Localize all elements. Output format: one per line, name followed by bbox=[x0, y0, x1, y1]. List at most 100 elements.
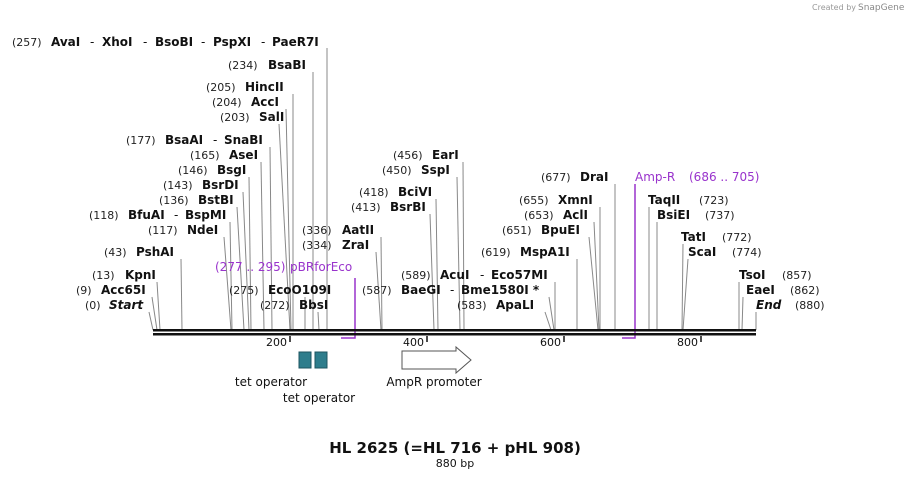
svg-text:End: End bbox=[756, 298, 782, 312]
feature-tet-operator-2: tet operator bbox=[283, 351, 355, 405]
svg-text:(43): (43) bbox=[104, 246, 127, 259]
svg-text:(143): (143) bbox=[163, 179, 193, 192]
svg-text:(204): (204) bbox=[212, 96, 242, 109]
site-13: (13) KpnI bbox=[92, 268, 156, 282]
svg-text:Eco57MI: Eco57MI bbox=[491, 268, 548, 282]
svg-text:(418): (418) bbox=[359, 186, 389, 199]
svg-text:-: - bbox=[201, 35, 205, 49]
site-583: (583) ApaLI bbox=[457, 298, 534, 312]
svg-text:Start: Start bbox=[109, 298, 144, 312]
svg-text:Amp-R: Amp-R bbox=[635, 170, 675, 184]
svg-text:(118): (118) bbox=[89, 209, 119, 222]
site-862: EaeI (862) bbox=[746, 283, 820, 297]
svg-text:PshAI: PshAI bbox=[136, 245, 174, 259]
svg-text:BstBI: BstBI bbox=[198, 193, 234, 207]
site-857: TsoI (857) bbox=[739, 268, 812, 282]
site-418: (418) BciVI bbox=[359, 185, 432, 199]
tick-label: 600 bbox=[540, 336, 561, 349]
svg-text:(862): (862) bbox=[790, 284, 820, 297]
svg-text:(456): (456) bbox=[393, 149, 423, 162]
svg-text:-: - bbox=[261, 35, 265, 49]
svg-text:AmpR promoter: AmpR promoter bbox=[386, 375, 481, 389]
svg-text:PaeR7I: PaeR7I bbox=[272, 35, 319, 49]
svg-text:SnaBI: SnaBI bbox=[224, 133, 263, 147]
svg-text:Acc65I: Acc65I bbox=[101, 283, 146, 297]
svg-text:BsgI: BsgI bbox=[217, 163, 246, 177]
site-136: (136) BstBI bbox=[159, 193, 234, 207]
svg-text:-: - bbox=[480, 268, 484, 282]
svg-text:(651): (651) bbox=[502, 224, 532, 237]
svg-text:BbsI: BbsI bbox=[299, 298, 328, 312]
svg-text:(737): (737) bbox=[705, 209, 735, 222]
svg-text:AclI: AclI bbox=[563, 208, 588, 222]
svg-text:(275): (275) bbox=[229, 284, 259, 297]
site-677: (677) DraI bbox=[541, 170, 608, 184]
svg-text:DraI: DraI bbox=[580, 170, 608, 184]
svg-text:tet operator: tet operator bbox=[283, 391, 355, 405]
svg-text:BsaBI: BsaBI bbox=[268, 58, 306, 72]
svg-text:BfuAI: BfuAI bbox=[128, 208, 165, 222]
snapgene-logo: SnapGene bbox=[858, 3, 905, 13]
site-413: (413) BsrBI bbox=[351, 200, 426, 214]
svg-text:(583): (583) bbox=[457, 299, 487, 312]
svg-text:(9): (9) bbox=[76, 284, 92, 297]
svg-text:(203): (203) bbox=[220, 111, 250, 124]
svg-text:BsaAI: BsaAI bbox=[165, 133, 203, 147]
site-146: (146) BsgI bbox=[178, 163, 246, 177]
site-203: (203) SalI bbox=[220, 110, 284, 124]
svg-text:BsrBI: BsrBI bbox=[390, 200, 426, 214]
site-0: (0) Start bbox=[85, 298, 144, 312]
leader-lines bbox=[148, 48, 757, 331]
site-117: (117) NdeI bbox=[148, 223, 218, 237]
svg-text:(772): (772) bbox=[722, 231, 752, 244]
svg-text:(587): (587) bbox=[362, 284, 392, 297]
site-450: (450) SspI bbox=[382, 163, 450, 177]
svg-text:EaeI: EaeI bbox=[746, 283, 775, 297]
site-272: (272) BbsI bbox=[260, 298, 328, 312]
site-651: (651) BpuEI bbox=[502, 223, 580, 237]
svg-text:BsiEI: BsiEI bbox=[657, 208, 690, 222]
svg-text:BpuEI: BpuEI bbox=[541, 223, 580, 237]
svg-text:ZraI: ZraI bbox=[342, 238, 369, 252]
site-43: (43) PshAI bbox=[104, 245, 174, 259]
site-257: (257) AvaI - XhoI - BsoBI - PspXI - PaeR… bbox=[12, 35, 319, 49]
svg-text:-: - bbox=[213, 133, 217, 147]
site-774: ScaI (774) bbox=[688, 245, 762, 259]
svg-text:(272): (272) bbox=[260, 299, 290, 312]
svg-text:Bme1580I *: Bme1580I * bbox=[461, 283, 540, 297]
svg-text:TsoI: TsoI bbox=[739, 268, 765, 282]
svg-text:(655): (655) bbox=[519, 194, 549, 207]
svg-text:(277 .. 295): (277 .. 295) bbox=[215, 260, 285, 274]
site-589: (589) AcuI - Eco57MI bbox=[401, 268, 548, 282]
svg-text:pBRforEco: pBRforEco bbox=[290, 260, 352, 274]
svg-text:(723): (723) bbox=[699, 194, 729, 207]
svg-text:XmnI: XmnI bbox=[558, 193, 593, 207]
svg-text:MspA1I: MspA1I bbox=[520, 245, 570, 259]
site-275: (275) EcoO109I bbox=[229, 283, 331, 297]
svg-text:NdeI: NdeI bbox=[187, 223, 218, 237]
svg-text:XhoI: XhoI bbox=[102, 35, 133, 49]
svg-text:(677): (677) bbox=[541, 171, 571, 184]
svg-text:BspMI: BspMI bbox=[185, 208, 226, 222]
svg-text:SalI: SalI bbox=[259, 110, 284, 124]
site-655: (655) XmnI bbox=[519, 193, 593, 207]
axis-ticks: 200 400 600 800 bbox=[266, 336, 702, 349]
svg-text:AcuI: AcuI bbox=[440, 268, 469, 282]
feature-tet-operator-1: tet operator bbox=[235, 351, 312, 389]
site-456: (456) EarI bbox=[393, 148, 459, 162]
svg-text:(334): (334) bbox=[302, 239, 332, 252]
site-723: TaqII (723) bbox=[648, 193, 729, 207]
site-334: (334) ZraI bbox=[302, 238, 369, 252]
svg-text:BsrDI: BsrDI bbox=[202, 178, 239, 192]
svg-text:AseI: AseI bbox=[229, 148, 258, 162]
svg-text:EarI: EarI bbox=[432, 148, 459, 162]
svg-text:(0): (0) bbox=[85, 299, 101, 312]
svg-text:(619): (619) bbox=[481, 246, 511, 259]
site-234: (234) BsaBI bbox=[228, 58, 306, 72]
site-772: TatI (772) bbox=[681, 230, 752, 244]
site-165: (165) AseI bbox=[190, 148, 258, 162]
svg-text:ScaI: ScaI bbox=[688, 245, 716, 259]
svg-text:AatII: AatII bbox=[342, 223, 374, 237]
svg-text:(117): (117) bbox=[148, 224, 178, 237]
